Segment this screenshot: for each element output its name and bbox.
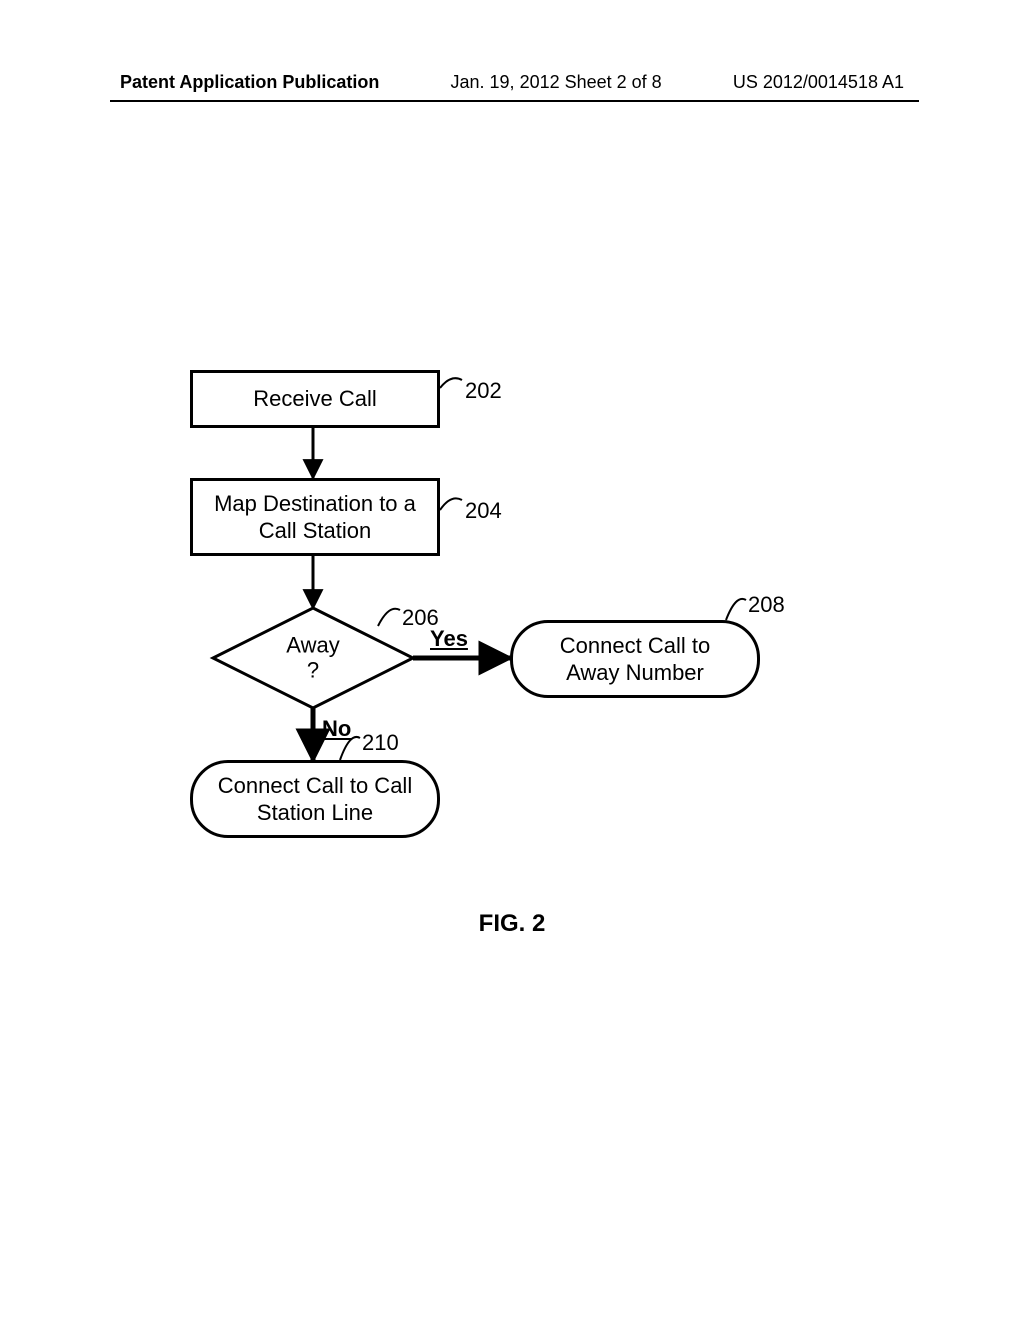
ref-210: 210 bbox=[362, 730, 399, 756]
flow-node-n210: Connect Call to CallStation Line bbox=[190, 760, 440, 838]
page: Patent Application Publication Jan. 19, … bbox=[0, 0, 1024, 1320]
edge-label-yes: Yes bbox=[430, 626, 468, 652]
flow-node-n202: Receive Call bbox=[190, 370, 440, 428]
ref-204: 204 bbox=[465, 498, 502, 524]
edge-label-no: No bbox=[322, 716, 351, 742]
ref-202: 202 bbox=[465, 378, 502, 404]
flow-node-n208: Connect Call toAway Number bbox=[510, 620, 760, 698]
flow-node-n204: Map Destination to aCall Station bbox=[190, 478, 440, 556]
flow-node-n206-label: Away? bbox=[213, 608, 413, 708]
ref-208: 208 bbox=[748, 592, 785, 618]
figure-caption: FIG. 2 bbox=[0, 910, 1024, 938]
